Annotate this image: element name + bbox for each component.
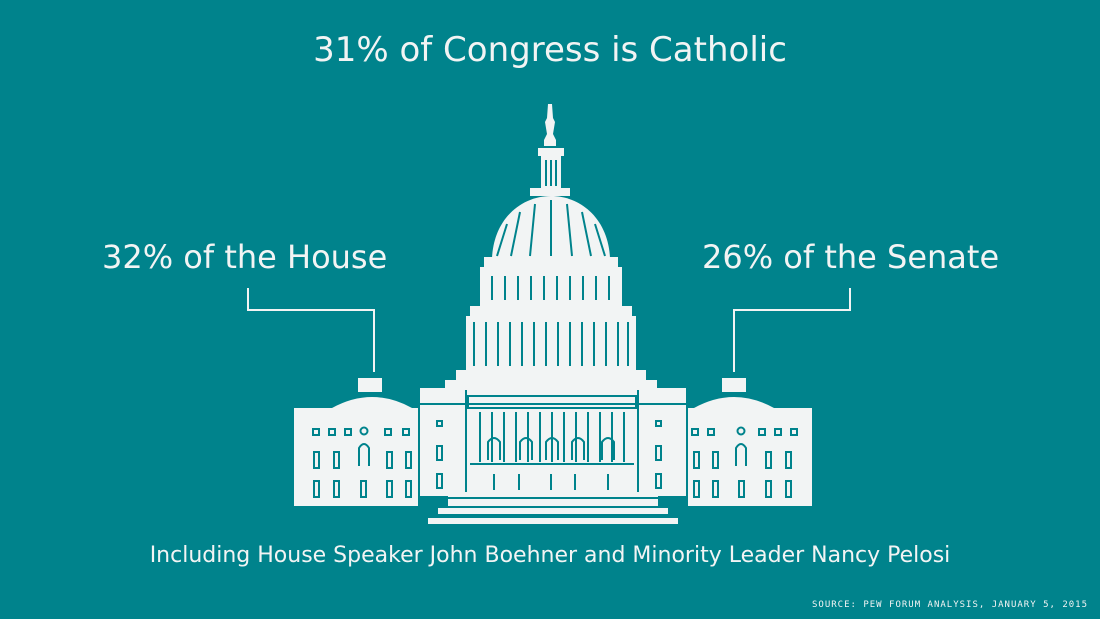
house-callout-line xyxy=(247,288,375,372)
caption: Including House Speaker John Boehner and… xyxy=(149,543,951,568)
headline: 31% of Congress is Catholic xyxy=(313,30,787,70)
source-note: SOURCE: PEW FORUM ANALYSIS, JANUARY 5, 2… xyxy=(812,600,1088,610)
capitol-details xyxy=(312,160,798,499)
senate-callout-line xyxy=(733,288,851,372)
callout-lines xyxy=(247,288,851,372)
house-label: 32% of the House xyxy=(102,238,388,276)
senate-label: 26% of the Senate xyxy=(702,238,1000,276)
